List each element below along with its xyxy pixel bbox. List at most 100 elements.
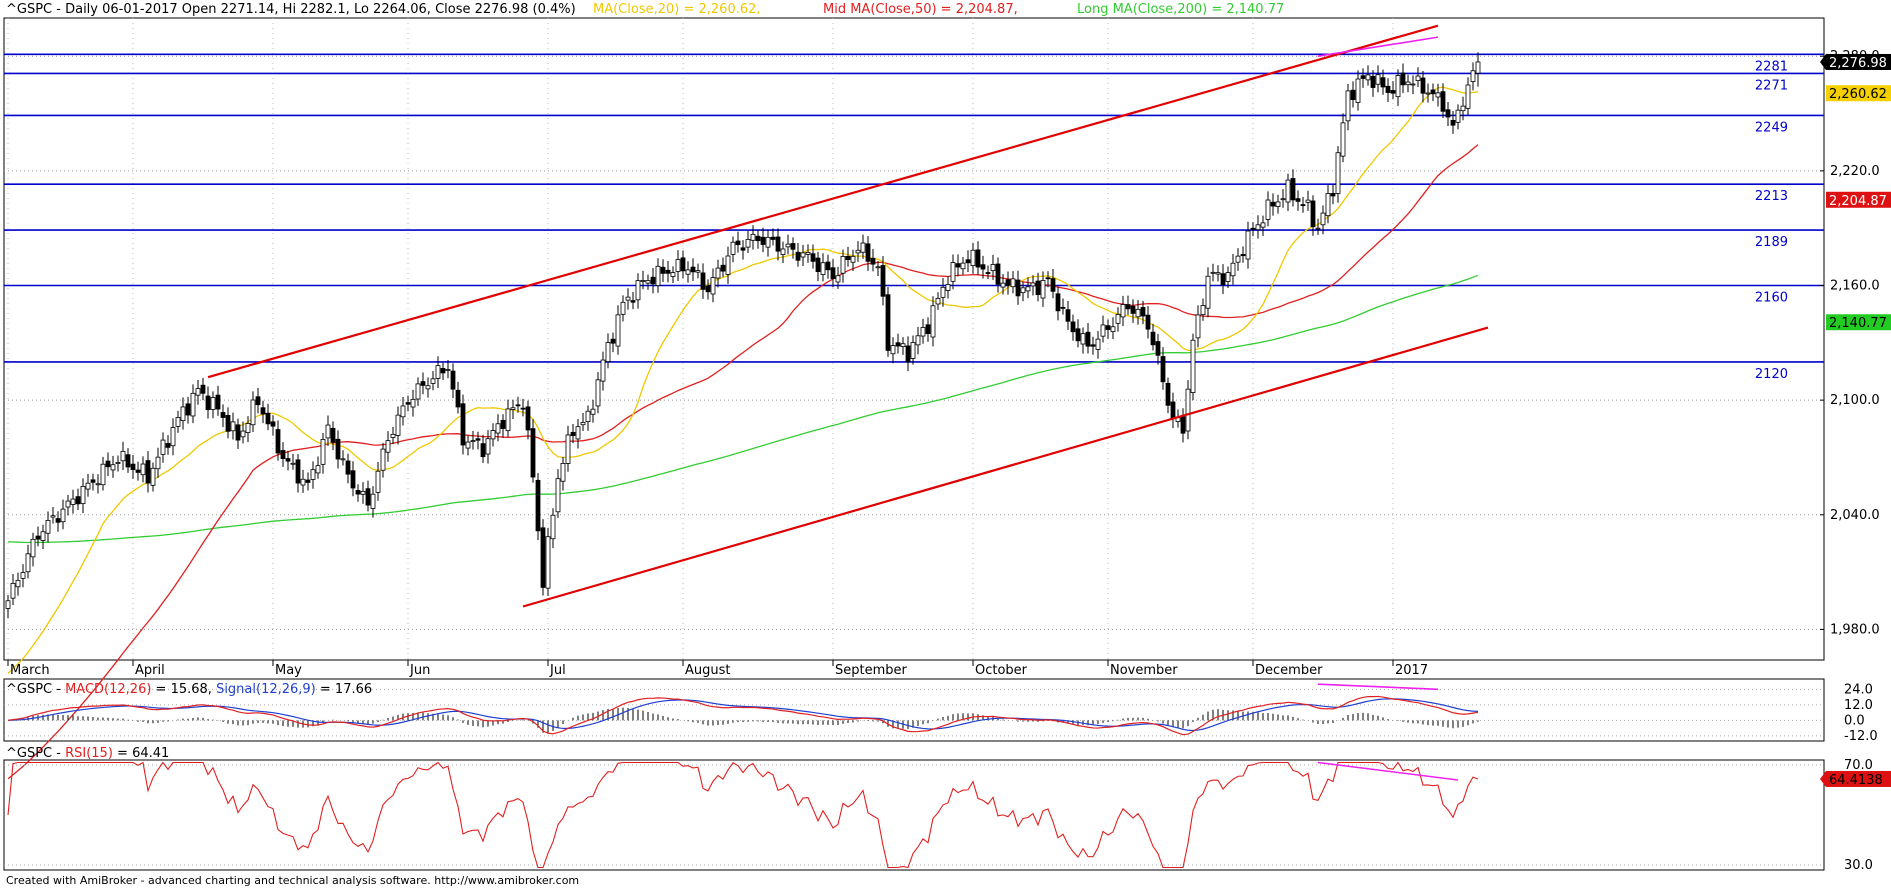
candle-down xyxy=(975,249,981,268)
time-axis: March April May Jun Jul August September Octobe… xyxy=(7,660,1428,678)
candle-down xyxy=(515,404,521,407)
candle-down xyxy=(570,431,576,436)
candle-up xyxy=(360,490,366,495)
candle-down xyxy=(460,403,466,446)
candle-up xyxy=(920,327,926,337)
candle-up xyxy=(710,277,716,295)
candle-down xyxy=(1385,85,1391,93)
candle-down xyxy=(735,240,741,246)
ma200-value-tag-box xyxy=(1826,314,1891,331)
candle-down xyxy=(75,496,81,505)
candle-up xyxy=(110,464,116,471)
price-divergence-line xyxy=(1317,36,1439,58)
trend-channel xyxy=(207,24,1489,608)
candle-down xyxy=(1060,306,1066,309)
candle-up xyxy=(180,406,186,421)
candle-up xyxy=(765,236,771,248)
rsi-value-tag-box xyxy=(1826,770,1891,787)
candle-up xyxy=(410,398,416,408)
candle-up xyxy=(505,408,511,432)
macd-tick-label: 0.0 xyxy=(1844,713,1865,728)
candle-up xyxy=(1425,92,1431,95)
candle-down xyxy=(680,257,686,272)
candle-up xyxy=(425,385,431,390)
axis-tick-label: 2,220.0 xyxy=(1830,164,1880,179)
candle-down xyxy=(275,429,281,454)
candle-up xyxy=(320,439,326,465)
signal-line xyxy=(7,698,1479,732)
candle-down xyxy=(205,395,211,411)
ma200-legend: Long MA(Close,200) = 2,140.77 xyxy=(1077,2,1284,17)
candle-down xyxy=(880,265,886,297)
ma20-legend: MA(Close,20) = 2,260.62, xyxy=(593,2,761,17)
candle-up xyxy=(490,430,496,440)
candle-up xyxy=(1025,286,1031,292)
candle-up xyxy=(625,296,631,301)
candle-up xyxy=(45,519,51,534)
candle-down xyxy=(1155,341,1161,356)
candle-down xyxy=(905,345,911,363)
candle-down xyxy=(1440,91,1446,112)
candle-up xyxy=(25,553,31,573)
candle-up xyxy=(555,478,561,513)
time-label: April xyxy=(135,663,165,678)
candle-up xyxy=(430,378,436,384)
candle-up xyxy=(800,252,806,258)
candle-up xyxy=(1225,272,1231,282)
time-label: September xyxy=(835,663,908,678)
rsi-title: ^GSPC - RSI(15) = 64.41 xyxy=(6,746,169,761)
rsi-value-tag: 64.4138 xyxy=(1829,773,1883,788)
rsi-title-name: RSI(15) xyxy=(65,746,113,761)
ma50-line xyxy=(7,144,1479,780)
candle-up xyxy=(840,256,846,274)
candle-down xyxy=(985,272,991,274)
candle-down xyxy=(1290,178,1296,201)
ma20-value-tag-box xyxy=(1826,85,1891,102)
candle-up xyxy=(645,280,651,284)
candle-up xyxy=(485,438,491,455)
candle-up xyxy=(1320,212,1326,226)
level-label: 2281 xyxy=(1755,59,1788,74)
candle-down xyxy=(775,236,781,252)
candle-up xyxy=(120,450,126,462)
candle-up xyxy=(860,242,866,253)
rsi-title-value: = 64.41 xyxy=(113,746,169,761)
candle-up xyxy=(310,469,316,480)
candle-up xyxy=(495,423,501,434)
candle-down xyxy=(1065,309,1071,322)
candle-up xyxy=(550,514,556,540)
price-axis: 1,980.02,040.02,100.02,160.02,220.02,280… xyxy=(1820,49,1891,637)
candle-down xyxy=(265,412,271,425)
time-label: October xyxy=(975,663,1028,678)
rsi-tick-label: 70.0 xyxy=(1844,758,1873,773)
axis-tick-label: 2,160.0 xyxy=(1830,279,1880,294)
candle-down xyxy=(225,414,231,432)
candle-up xyxy=(155,456,161,470)
candle-down xyxy=(1360,75,1366,79)
candle-down xyxy=(760,236,766,245)
candle-up xyxy=(395,414,401,436)
candle-down xyxy=(35,535,41,540)
level-label: 2249 xyxy=(1755,120,1788,135)
candle-up xyxy=(1260,222,1266,228)
candle-down xyxy=(865,243,871,262)
time-label: Jun xyxy=(409,663,430,678)
candle-up xyxy=(940,286,946,298)
candle-up xyxy=(1245,230,1251,260)
candle-down xyxy=(475,438,481,441)
upper-trend-line xyxy=(207,24,1439,379)
candle-down xyxy=(420,381,426,386)
candle-up xyxy=(595,379,601,407)
candle-down xyxy=(980,264,986,270)
candle-up xyxy=(1185,388,1191,432)
candle-down xyxy=(520,407,526,410)
candle-up xyxy=(1190,339,1196,393)
level-label: 2120 xyxy=(1755,367,1788,382)
candle-down xyxy=(185,403,191,416)
macd-line xyxy=(7,695,1479,736)
candle-down xyxy=(690,266,696,273)
candle-up xyxy=(1200,305,1206,316)
candle-up xyxy=(945,284,951,291)
candle-up xyxy=(590,408,596,415)
candle-up xyxy=(380,448,386,471)
